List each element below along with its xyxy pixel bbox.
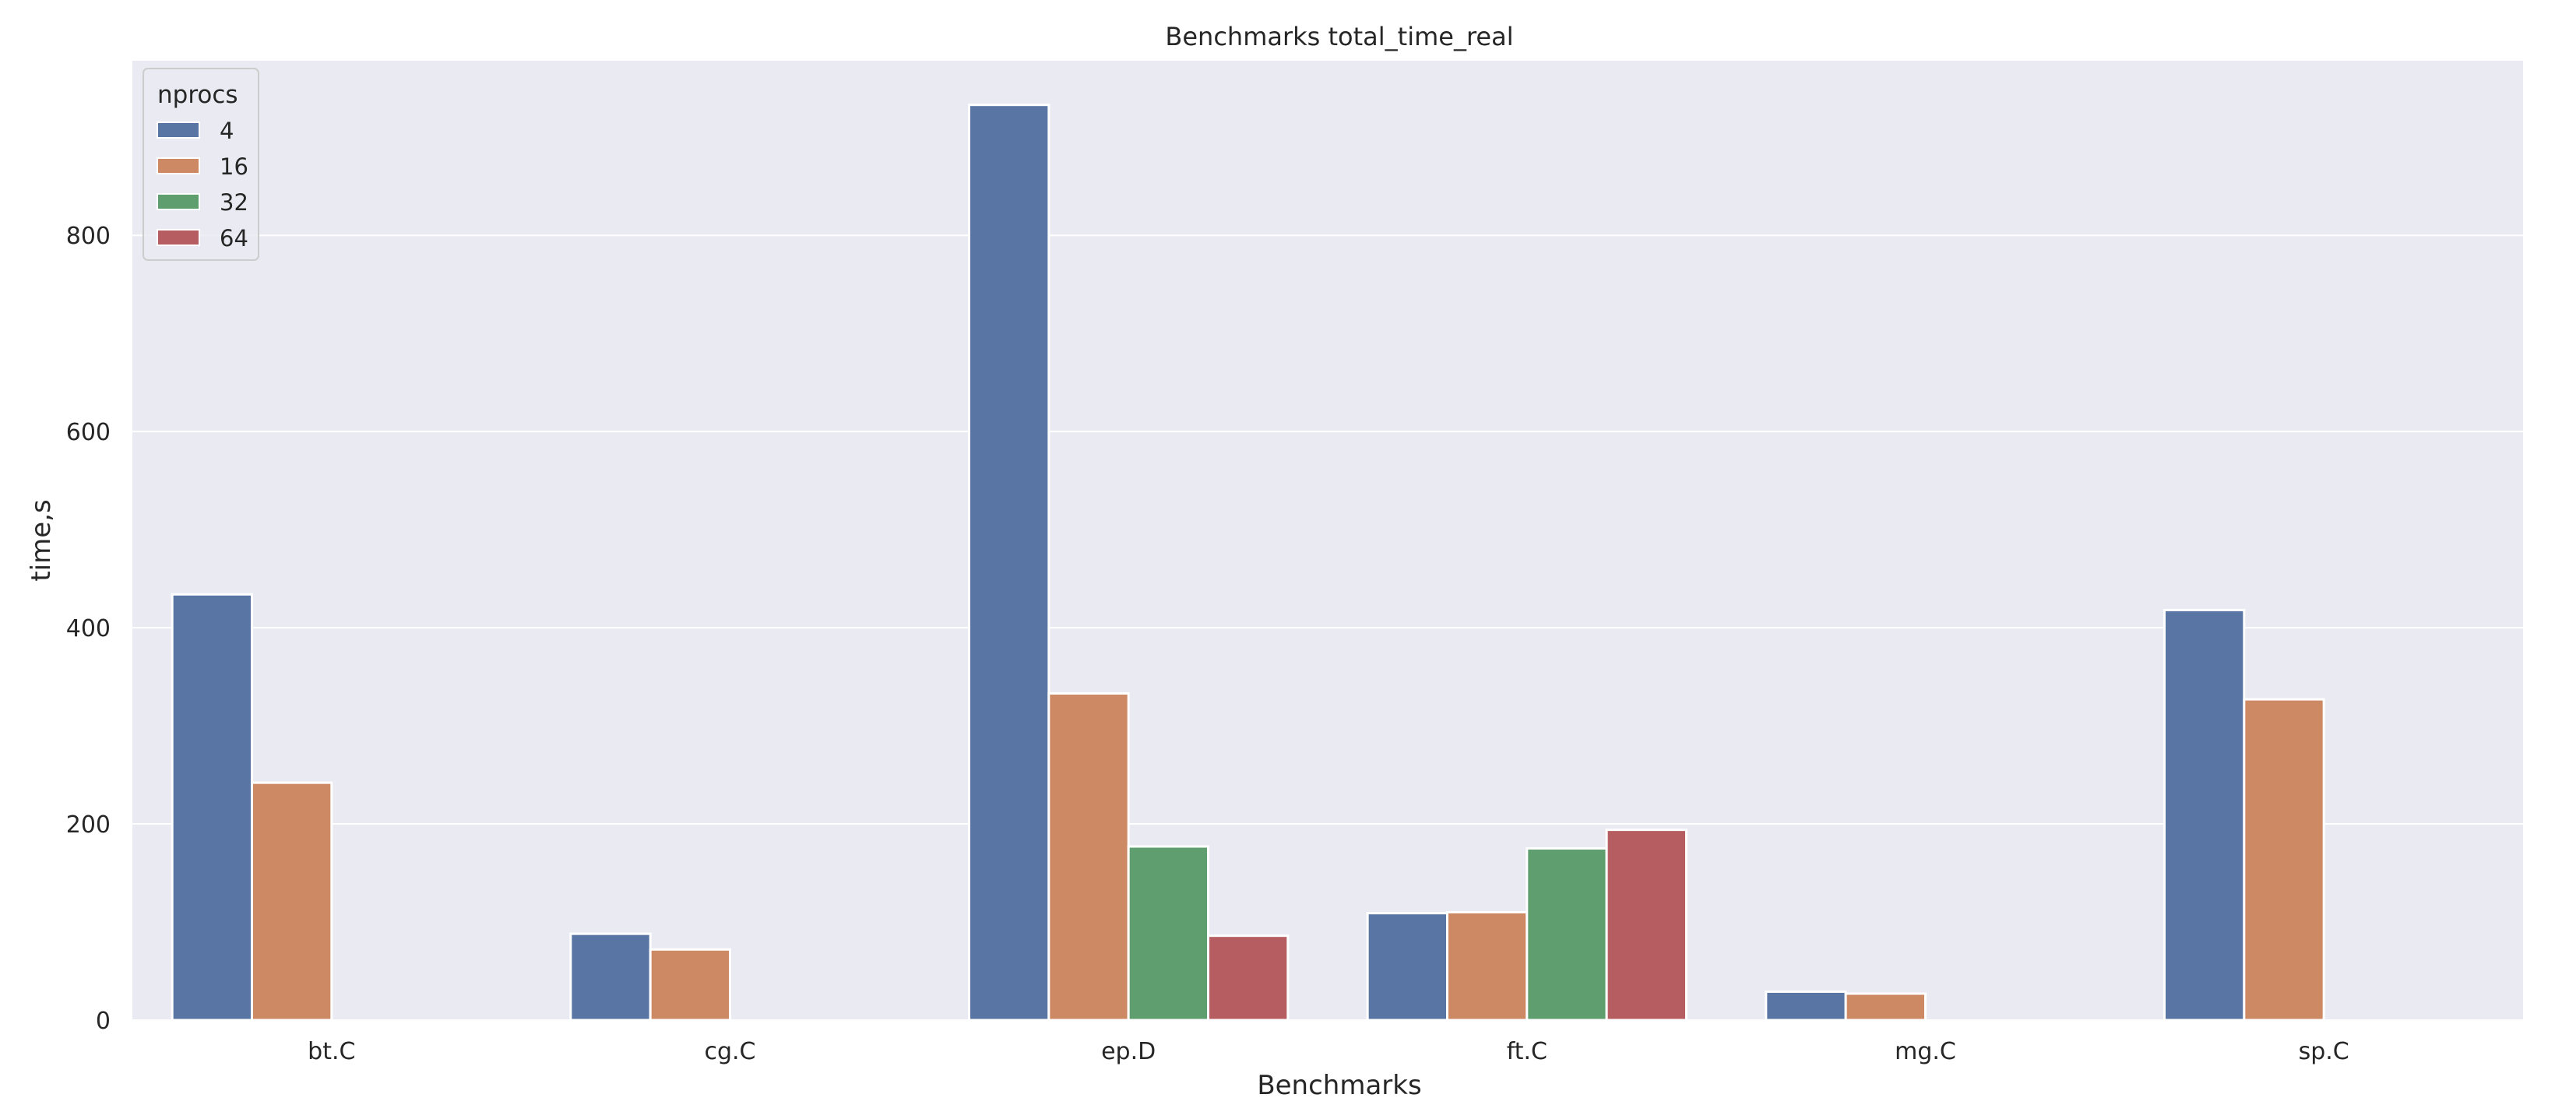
legend-entries: 4 16 32 64 [157, 118, 248, 252]
legend-swatch [157, 121, 200, 139]
x-tick-label: sp.C [2299, 1038, 2349, 1065]
bar-ep.D-nprocs-64 [1207, 934, 1290, 1022]
bar-ep.D-nprocs-32 [1127, 845, 1209, 1022]
gridlines [132, 234, 2523, 1021]
y-tick-label: 400 [66, 615, 111, 642]
bar-mg.C-nprocs-16 [1844, 992, 1927, 1022]
x-axis-label: Benchmarks [1257, 1070, 1421, 1101]
legend-label: 32 [220, 189, 248, 216]
bar-bt.C-nprocs-4 [171, 593, 254, 1022]
y-axis-label: time,s [26, 499, 57, 581]
x-tick-label: ft.C [1507, 1038, 1547, 1065]
legend-swatch [157, 157, 200, 174]
legend-swatch [157, 229, 200, 246]
x-tick-labels: bt.C cg.C ep.D ft.C mg.C sp.C [308, 1038, 2349, 1065]
legend-swatch [157, 193, 200, 210]
legend-title: nprocs [157, 81, 238, 109]
bar-ft.C-nprocs-32 [1526, 847, 1608, 1022]
legend-label: 16 [220, 153, 248, 180]
bar-ft.C-nprocs-64 [1605, 829, 1688, 1022]
legend-box [143, 68, 259, 261]
plot-area [132, 61, 2523, 1020]
bar-cg.C-nprocs-4 [569, 932, 652, 1022]
bar-sp.C-nprocs-16 [2243, 698, 2325, 1022]
bar-ft.C-nprocs-16 [1446, 910, 1529, 1022]
x-tick-label: cg.C [704, 1038, 755, 1065]
legend-label: 4 [220, 118, 234, 144]
chart-title: Benchmarks total_time_real [1165, 22, 1513, 51]
x-tick-label: bt.C [308, 1038, 355, 1065]
y-tick-label: 600 [66, 419, 111, 446]
bar-mg.C-nprocs-4 [1765, 990, 1847, 1022]
y-tick-label: 800 [66, 223, 111, 250]
bar-ep.D-nprocs-16 [1047, 692, 1130, 1022]
bar-sp.C-nprocs-4 [2163, 608, 2246, 1022]
x-tick-label: ep.D [1101, 1038, 1156, 1065]
bars [171, 104, 2325, 1022]
bar-cg.C-nprocs-16 [649, 948, 732, 1022]
bar-ft.C-nprocs-4 [1366, 912, 1448, 1022]
legend-label: 64 [220, 225, 248, 252]
y-tick-label: 200 [66, 811, 111, 839]
x-tick-label: mg.C [1895, 1038, 1956, 1065]
legend: nprocs 4 16 32 64 [143, 68, 259, 261]
bar-bt.C-nprocs-16 [251, 781, 333, 1022]
y-tick-labels: 0 200 400 600 800 [66, 223, 111, 1035]
y-tick-label: 0 [96, 1008, 111, 1035]
bar-ep.D-nprocs-4 [968, 104, 1050, 1022]
